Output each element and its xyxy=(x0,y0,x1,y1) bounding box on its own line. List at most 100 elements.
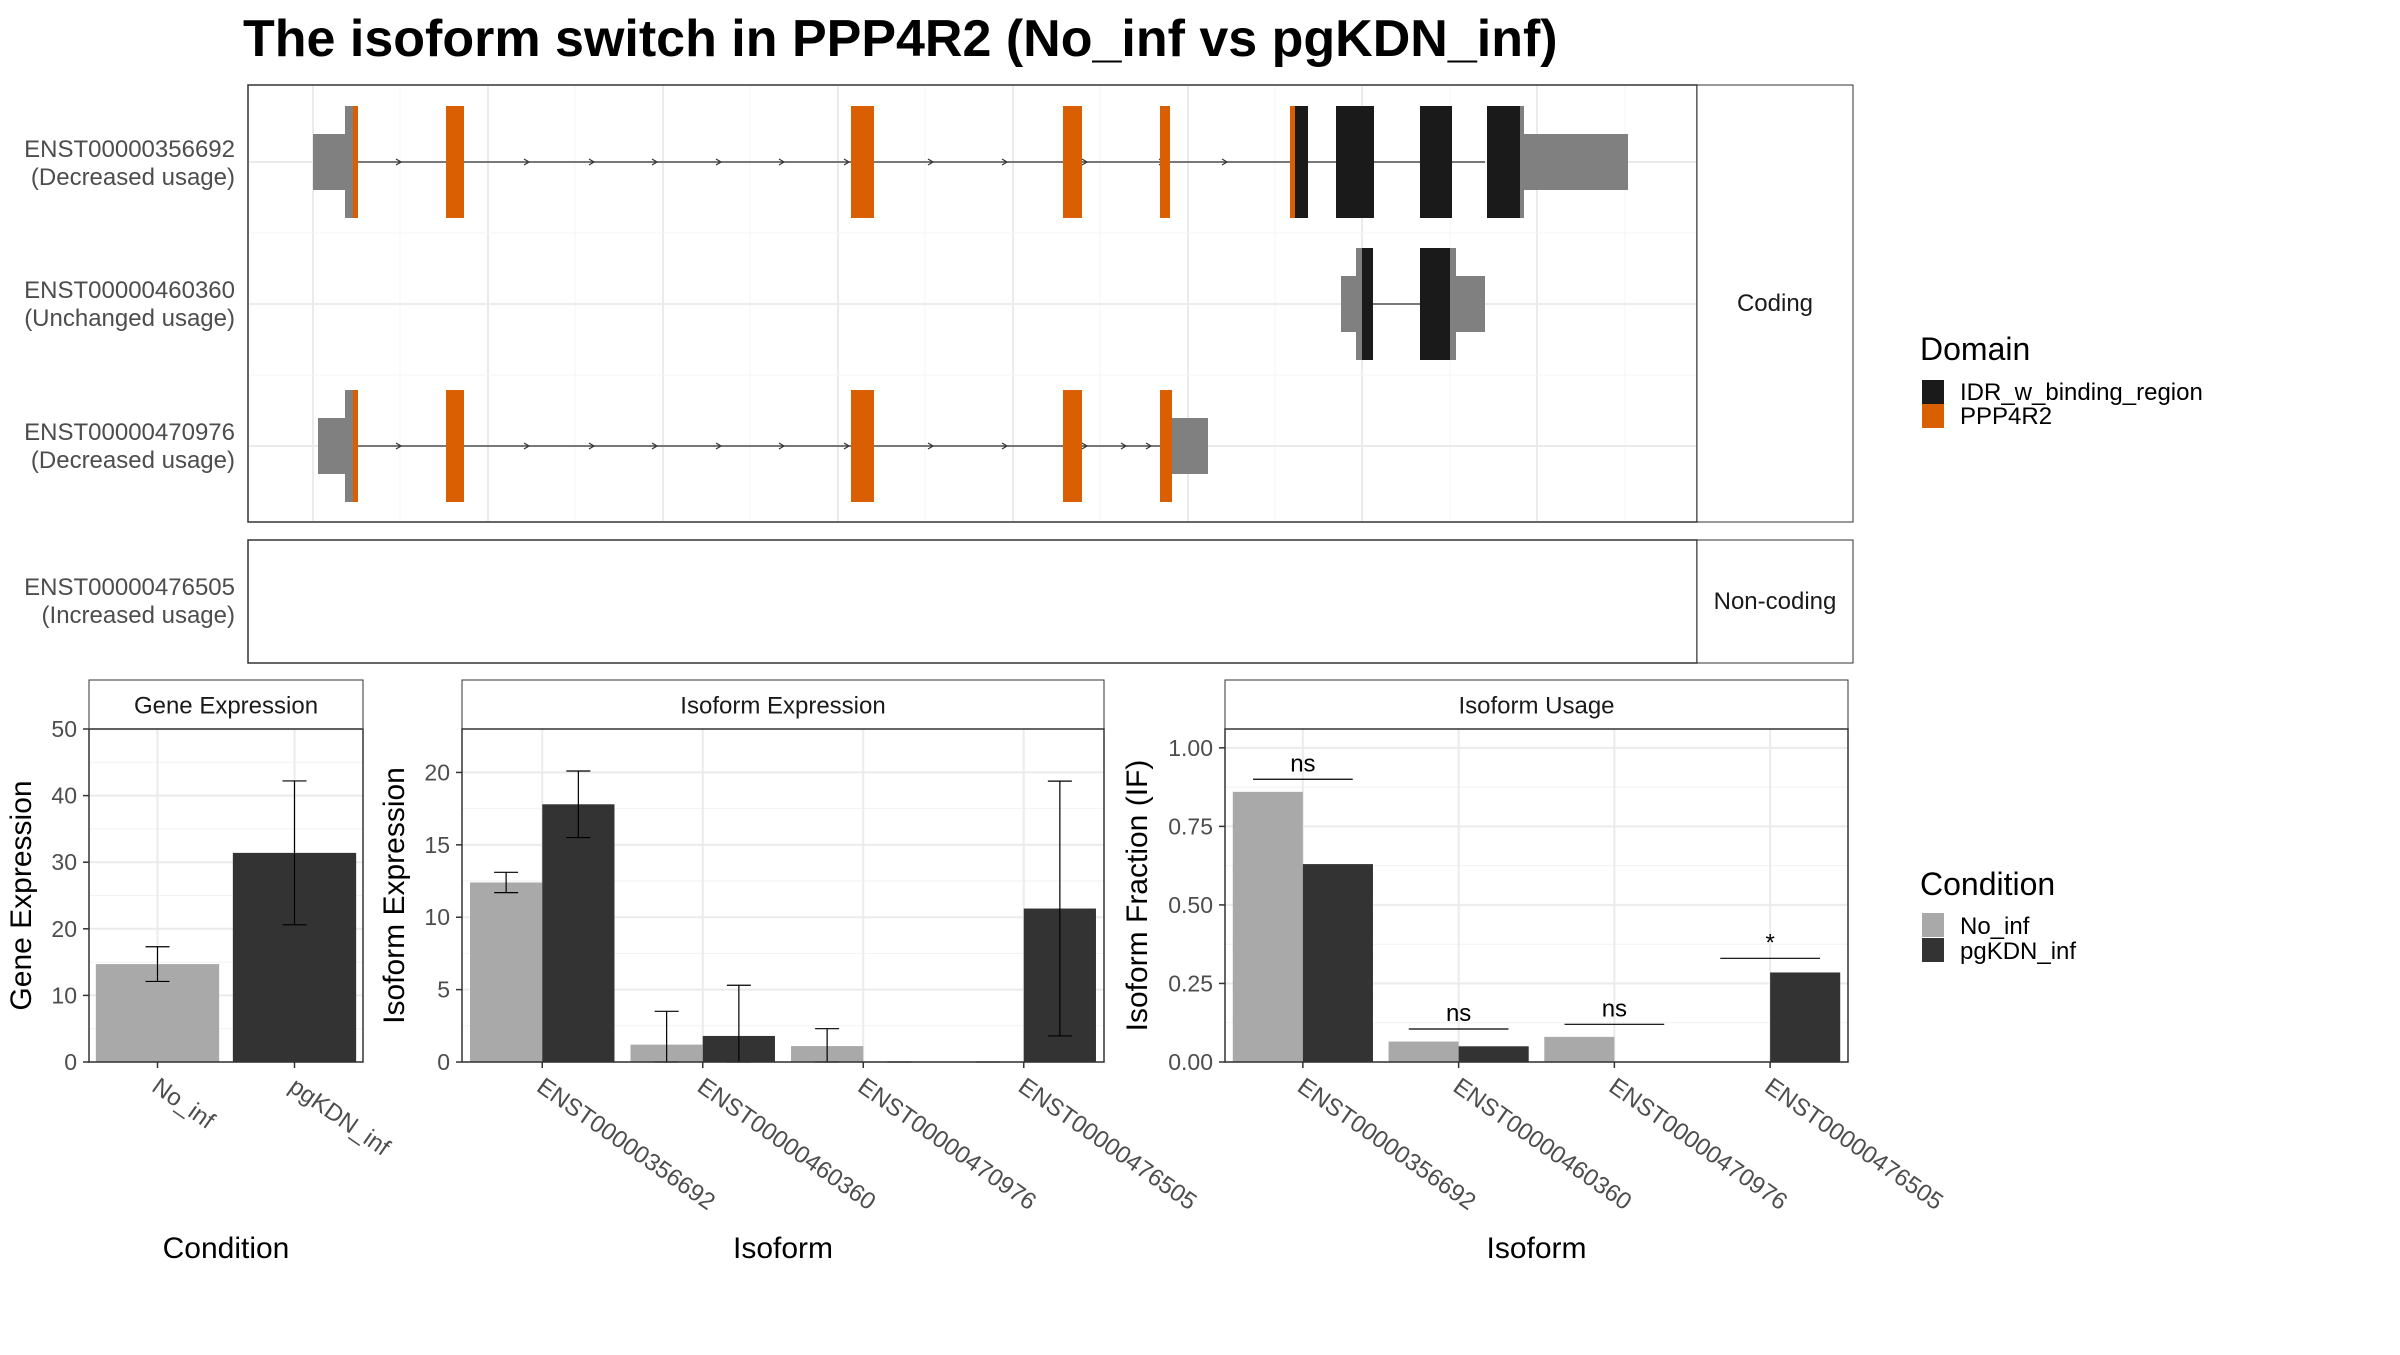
intron-arrow xyxy=(1221,158,1229,166)
isoform-label-4: ENST00000476505 (Increased usage) xyxy=(24,574,235,629)
intron-arrow xyxy=(843,442,851,450)
ppp4r2-domain-exon xyxy=(1290,106,1295,218)
intron-arrow xyxy=(1120,442,1128,450)
domain-legend-title: Domain xyxy=(1920,331,2030,367)
y-tick-label: 1.00 xyxy=(1168,735,1213,761)
y-tick-label: 10 xyxy=(51,982,77,1008)
intron-arrow xyxy=(927,442,935,450)
utr-exon xyxy=(345,390,353,502)
idr-domain-exon xyxy=(1420,248,1450,360)
error-bar xyxy=(1047,780,1072,1037)
idr-domain-exon xyxy=(1362,248,1373,360)
intron-arrow xyxy=(523,442,531,450)
isoform-status-label: (Decreased usage) xyxy=(31,164,235,191)
bar-pgKDN_inf-ENST00000356692 xyxy=(1302,864,1373,1062)
significance-label: ns xyxy=(1446,1000,1471,1027)
error-bar xyxy=(494,871,519,894)
utr-exon xyxy=(1450,248,1456,360)
significance-label: ns xyxy=(1290,750,1315,777)
y-tick-label: 0.75 xyxy=(1168,813,1213,839)
plot-border xyxy=(461,728,1105,1063)
intron-arrow xyxy=(1081,158,1089,166)
intron-arrow xyxy=(588,158,596,166)
chart-title: Isoform Usage xyxy=(1458,693,1614,720)
ppp4r2-domain-exon xyxy=(851,390,874,502)
condition-legend-title: Condition xyxy=(1920,866,2055,902)
intron-arrow xyxy=(715,442,723,450)
legend-key-ppp4r2 xyxy=(1922,404,1944,428)
intron-arrow xyxy=(927,158,935,166)
y-tick-label: 0.00 xyxy=(1168,1049,1213,1075)
y-tick-label: 20 xyxy=(424,759,450,785)
utr-exon xyxy=(1172,418,1208,474)
idr-domain-exon xyxy=(1420,106,1452,218)
intron-arrow xyxy=(1001,442,1009,450)
intron-arrow xyxy=(588,442,596,450)
utr-exon xyxy=(1456,276,1485,332)
noncoding-strip xyxy=(1696,539,1854,664)
y-tick-label: 50 xyxy=(51,716,77,742)
ppp4r2-domain-exon xyxy=(1160,106,1170,218)
x-axis-title: Condition xyxy=(163,1232,290,1265)
chart-panel-1: Gene Expression 0 10 20 30 40 50 No_inf pgKDN_in… xyxy=(5,679,395,1265)
intron-arrow xyxy=(778,158,786,166)
isoform-status-label: (Decreased usage) xyxy=(31,447,235,474)
bar-No_inf-ENST00000356692 xyxy=(470,882,543,1062)
utr-exon xyxy=(1341,276,1356,332)
chart-title-strip xyxy=(1224,679,1849,730)
legend-label-ppp4r2: PPP4R2 xyxy=(1960,403,2052,430)
bar-pgKDN_inf-ENST00000476505 xyxy=(1770,972,1841,1062)
idr-domain-exon xyxy=(1295,106,1308,218)
y-tick-label: 10 xyxy=(424,904,450,930)
legend-key-pgkdn-inf xyxy=(1922,938,1944,962)
ppp4r2-domain-exon xyxy=(353,390,358,502)
legend-key-no-inf xyxy=(1922,913,1944,937)
chart-title: Isoform Expression xyxy=(680,693,885,720)
utr-exon xyxy=(313,134,345,190)
error-bar xyxy=(566,770,591,839)
x-tick-label: No_inf xyxy=(147,1073,220,1135)
isoform-id-label: ENST00000460360 xyxy=(24,277,235,304)
coding-strip xyxy=(1696,84,1854,523)
y-tick-label: 0.25 xyxy=(1168,970,1213,996)
y-tick-label: 5 xyxy=(437,977,450,1003)
isoform-status-label: (Unchanged usage) xyxy=(24,305,235,332)
intron-arrow xyxy=(651,442,659,450)
y-tick-label: 20 xyxy=(51,916,77,942)
chart-title-strip xyxy=(461,679,1105,730)
y-tick-label: 40 xyxy=(51,783,77,809)
idr-domain-exon xyxy=(1487,106,1520,218)
y-tick-label: 0.50 xyxy=(1168,892,1213,918)
intron-arrow xyxy=(778,442,786,450)
x-axis-title: Isoform xyxy=(733,1232,833,1265)
intron-arrow xyxy=(395,158,403,166)
domain-legend: Domain IDR_w_binding_region PPP4R2 xyxy=(1920,331,2203,430)
y-axis-title: Gene Expression xyxy=(5,780,38,1010)
figure-title: The isoform switch in PPP4R2 (No_inf vs … xyxy=(243,10,1558,68)
intron-arrow xyxy=(651,158,659,166)
bar-No_inf-ENST00000460360 xyxy=(1388,1041,1459,1062)
isoform-label-2: ENST00000460360 (Unchanged usage) xyxy=(24,277,235,332)
intron-arrow xyxy=(395,442,403,450)
bar-No_inf-ENST00000356692 xyxy=(1232,791,1303,1062)
ppp4r2-domain-exon xyxy=(446,106,464,218)
bar-pgKDN_inf-ENST00000356692 xyxy=(542,804,615,1062)
intron-arrow xyxy=(715,158,723,166)
chart-title-strip xyxy=(88,679,364,730)
y-tick-label: 15 xyxy=(424,832,450,858)
noncoding-strip-label: Non-coding xyxy=(1714,588,1837,615)
chart-panel-2: Isoform Expression05101520ENST0000035669… xyxy=(378,679,1202,1265)
x-axis-title: Isoform xyxy=(1486,1232,1586,1265)
plot-border xyxy=(88,728,364,1063)
legend-key-idr xyxy=(1922,380,1944,404)
isoform-label-3: ENST00000470976 (Decreased usage) xyxy=(24,419,235,474)
chart-panel-3: Isoform Usage 0.00 0.25 0.50 0.75 1.00 ns ns ns *… xyxy=(1121,679,1948,1265)
significance-label: ns xyxy=(1602,995,1627,1022)
utr-exon xyxy=(318,418,345,474)
ppp4r2-domain-exon xyxy=(851,106,874,218)
plot-border xyxy=(1224,728,1849,1063)
isoform-status-label: (Increased usage) xyxy=(42,602,235,629)
intron-arrow xyxy=(843,158,851,166)
